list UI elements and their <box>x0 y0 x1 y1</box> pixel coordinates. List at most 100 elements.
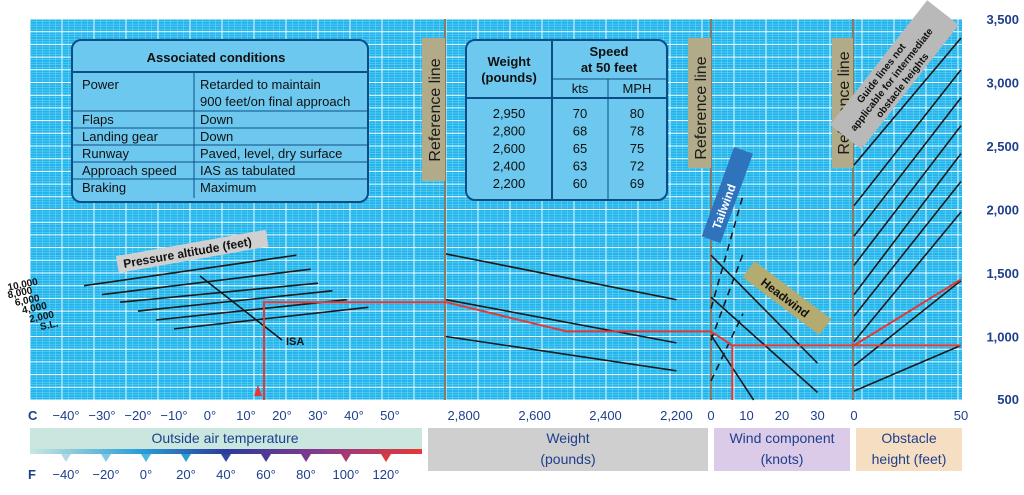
speed-row-kts: 60 <box>573 176 587 191</box>
weight-guide-lines <box>445 253 677 372</box>
celsius-tick: −10° <box>160 408 187 423</box>
weight-tick-labels: 2,800 2,600 2,400 2,200 <box>447 408 692 423</box>
weight-tick: 2,800 <box>447 408 480 423</box>
pressure-altitude-line <box>83 254 297 287</box>
obstacle-tick-labels: 0 50 <box>850 408 968 423</box>
example-path <box>263 278 962 400</box>
conditions-title: Associated conditions <box>147 50 286 65</box>
speed-table-kts-header: kts <box>572 81 589 96</box>
obstacle-guide-line <box>853 97 962 237</box>
speed-row-weight: 2,950 <box>493 106 526 121</box>
oat-label: Outside air temperature <box>151 430 298 446</box>
weight-guide-line <box>445 298 677 344</box>
obstacle-guide-lines <box>853 37 962 392</box>
conditions-table: Associated conditions Power Retarded to … <box>71 39 369 203</box>
reference-line-label-1: Reference line <box>427 58 444 161</box>
celsius-tick: 40° <box>344 408 364 423</box>
obstacle-tick: 0 <box>850 408 857 423</box>
wind-tick: 20 <box>775 408 789 423</box>
weight-guide-line <box>445 335 677 372</box>
speed-row-mph: 69 <box>630 176 644 191</box>
speed-table: Weight (pounds) Speed at 50 feet kts MPH… <box>465 39 668 201</box>
wind-tick: 10 <box>739 408 753 423</box>
oat-band <box>30 428 422 449</box>
cond-gear-label: Landing gear <box>82 129 159 144</box>
cond-power-label: Power <box>82 77 120 92</box>
celsius-tick: 20° <box>272 408 292 423</box>
obstacle-guide-line <box>853 211 962 343</box>
celsius-tick: 30° <box>308 408 328 423</box>
y-tick: 1,500 <box>986 266 1019 281</box>
fahrenheit-marker <box>61 454 71 462</box>
celsius-tick: 0° <box>204 408 216 423</box>
y-tick: 2,500 <box>986 139 1019 154</box>
fahrenheit-marker <box>181 454 191 462</box>
fahrenheit-tick: 60° <box>256 467 276 482</box>
pa-line-label: 2,000 <box>28 309 55 325</box>
obstacle-guide-line <box>853 153 962 296</box>
fahrenheit-marker <box>101 454 111 462</box>
y-tick: 1,000 <box>986 330 1019 345</box>
pa-line-label: S.L. <box>39 318 59 333</box>
fahrenheit-tick: 20° <box>176 467 196 482</box>
wind-tick: 30 <box>810 408 824 423</box>
isa-label: ISA <box>286 336 304 348</box>
speed-row-weight: 2,400 <box>493 159 526 174</box>
cond-approach-label: Approach speed <box>82 163 177 178</box>
pa-line-label: 8,000 <box>7 285 34 301</box>
fahrenheit-tick: −40° <box>52 467 79 482</box>
cond-gear-value: Down <box>200 129 233 144</box>
fahrenheit-tick: 120° <box>373 467 400 482</box>
y-tick: 3,500 <box>986 12 1019 27</box>
celsius-tick-labels: −40° −30° −20° −10° 0° 10° 20° 30° 40° 50° <box>52 408 399 423</box>
speed-row-weight: 2,800 <box>493 124 526 139</box>
oat-gradient-bar <box>30 449 422 454</box>
y-tick: 2,000 <box>986 203 1019 218</box>
cond-braking-label: Braking <box>82 180 126 195</box>
speed-row-mph: 75 <box>630 141 644 156</box>
wind-tick-labels: 0 10 20 30 <box>707 408 824 423</box>
cond-runway-label: Runway <box>82 146 129 161</box>
speed-row-mph: 80 <box>630 106 644 121</box>
axis-prefix-f: F <box>28 467 36 482</box>
isa-line <box>199 275 283 341</box>
obstacle-band <box>856 428 962 471</box>
fahrenheit-tick: 40° <box>216 467 236 482</box>
reference-line-label-2: Reference line <box>693 56 710 159</box>
obstacle-guide-line <box>853 279 962 367</box>
fahrenheit-tick: 0° <box>140 467 152 482</box>
speed-row-weight: 2,600 <box>493 141 526 156</box>
weight-tick: 2,600 <box>518 408 551 423</box>
fahrenheit-marker <box>141 454 151 462</box>
fahrenheit-tick-labels: −40° −20° 0° 20° 40° 60° 80° 100° 120° <box>52 454 399 482</box>
speed-table-rows: 2,950 70 80 2,800 68 78 2,600 65 75 2,400 63 72 2,20… <box>493 106 645 191</box>
speed-table-weight-header-1: Weight <box>487 54 531 69</box>
fahrenheit-tick: −20° <box>92 467 119 482</box>
example-path-arrow <box>254 385 262 396</box>
celsius-tick: 10° <box>236 408 256 423</box>
reference-line-band-2: Reference line <box>688 38 711 168</box>
celsius-tick: −30° <box>88 408 115 423</box>
reference-line-band-1: Reference line <box>422 38 445 181</box>
y-axis-tick-labels: 3,500 3,000 2,500 2,000 1,500 1,000 500 <box>986 12 1019 407</box>
tailwind-guide-line <box>710 253 744 341</box>
weight-guide-line <box>445 253 677 301</box>
obstacle-guide-line <box>853 344 962 392</box>
obstacle-guide-line <box>853 125 962 266</box>
obstacle-tick: 50 <box>954 408 968 423</box>
cond-flaps-value: Down <box>200 112 233 127</box>
weight-tick: 2,400 <box>589 408 622 423</box>
obstacle-guide-line <box>853 37 962 166</box>
wind-band <box>714 428 850 471</box>
speed-table-speed-header-1: Speed <box>589 44 628 59</box>
pressure-altitude-line <box>119 282 319 304</box>
speed-table-weight-header-2: (pounds) <box>481 70 537 85</box>
cond-approach-value: IAS as tabulated <box>200 163 295 178</box>
speed-row-kts: 63 <box>573 159 587 174</box>
cond-runway-value: Paved, level, dry surface <box>200 146 342 161</box>
tailwind-guide-line <box>710 195 744 309</box>
weight-band <box>428 428 708 471</box>
celsius-tick: −20° <box>124 408 151 423</box>
